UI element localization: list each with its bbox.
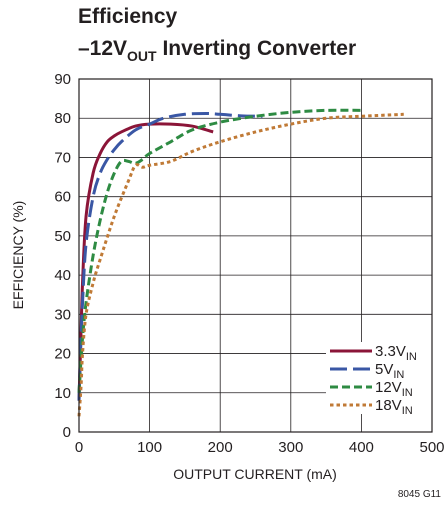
legend-label-main: 5V bbox=[375, 361, 393, 378]
x-tick-label: 200 bbox=[208, 439, 233, 456]
chart-title-line2: –12VOUT Inverting Converter bbox=[78, 37, 356, 64]
plot-frame bbox=[78, 78, 433, 433]
legend-label: 18VIN bbox=[375, 397, 413, 417]
series-line-2 bbox=[77, 112, 263, 401]
legend-label: 3.3VIN bbox=[375, 343, 417, 363]
legend-label-subscript: IN bbox=[393, 369, 404, 381]
y-tick-label: 10 bbox=[54, 385, 71, 402]
legend-bg bbox=[326, 342, 436, 360]
legend-bg bbox=[326, 378, 436, 396]
legend-label-subscript: IN bbox=[402, 405, 413, 417]
x-tick-label: 0 bbox=[75, 439, 83, 456]
legend-label-main: 3.3V bbox=[375, 343, 406, 360]
figure-id: 8045 G11 bbox=[398, 489, 442, 500]
x-tick-label: 400 bbox=[349, 439, 374, 456]
chart-title-line2-subscript: OUT bbox=[127, 48, 157, 64]
series-line-4 bbox=[77, 112, 404, 417]
y-tick-label: 70 bbox=[54, 149, 71, 166]
legend-label-subscript: IN bbox=[406, 351, 417, 363]
grid bbox=[79, 79, 432, 432]
chart-title-line2-suffix: Inverting Converter bbox=[157, 37, 357, 60]
legend-label-main: 12V bbox=[375, 379, 402, 396]
series-line-3 bbox=[77, 108, 362, 393]
y-tick-label: 40 bbox=[54, 267, 71, 284]
y-tick-label: 20 bbox=[54, 346, 71, 363]
tick-labels: 0 100 200 300 400 500 0 10 20 30 40 50 60 70 80 90 bbox=[54, 71, 444, 456]
legend-label-subscript: IN bbox=[402, 387, 413, 399]
y-tick-label: 50 bbox=[54, 228, 71, 245]
series-layer bbox=[77, 108, 404, 417]
legend-bg bbox=[326, 360, 436, 378]
y-tick-label: 0 bbox=[63, 424, 71, 441]
chart-title: Efficiency –12VOUT Inverting Converter bbox=[78, 5, 356, 64]
chart-title-line2-prefix: –12V bbox=[78, 37, 127, 60]
y-tick-label: 30 bbox=[54, 306, 71, 323]
legend-label: 12VIN bbox=[375, 379, 413, 399]
y-axis-label: EFFICIENCY (%) bbox=[10, 201, 26, 310]
x-tick-label: 100 bbox=[137, 439, 162, 456]
legend-bg bbox=[326, 396, 436, 414]
x-axis-label: OUTPUT CURRENT (mA) bbox=[173, 466, 337, 482]
chart-title-line1: Efficiency bbox=[78, 5, 178, 28]
y-tick-label: 60 bbox=[54, 189, 71, 206]
y-tick-label: 80 bbox=[54, 110, 71, 127]
y-tick-label: 90 bbox=[54, 71, 71, 88]
legend-label-main: 18V bbox=[375, 397, 402, 414]
x-tick-label: 500 bbox=[419, 439, 444, 456]
legend-label: 5VIN bbox=[375, 361, 404, 381]
x-tick-label: 300 bbox=[278, 439, 303, 456]
